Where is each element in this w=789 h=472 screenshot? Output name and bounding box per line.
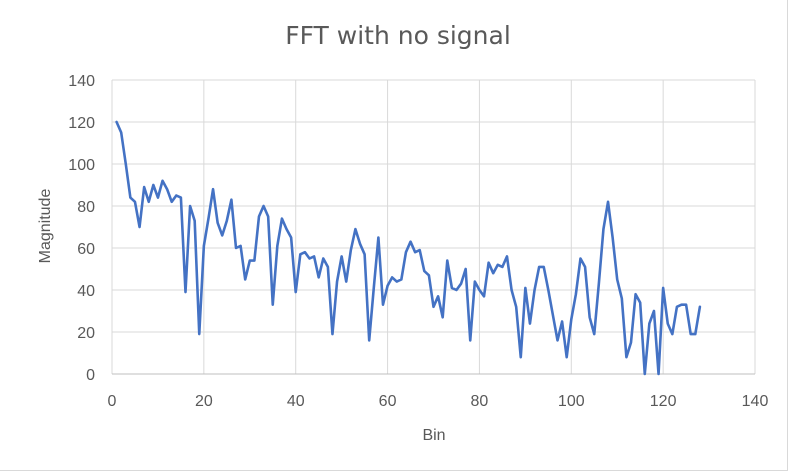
y-tick-labels: 0 20 40 60 80 100 120 140	[68, 73, 95, 384]
y-axis-title: Magnitude	[37, 189, 54, 264]
y-tick-label: 140	[68, 73, 95, 90]
x-tick-label: 80	[471, 393, 489, 410]
y-tick-label: 40	[77, 283, 95, 300]
y-tick-label: 80	[77, 199, 95, 216]
y-tick-label: 0	[86, 367, 95, 384]
gridlines	[112, 79, 756, 374]
chart-title: FFT with no signal	[285, 21, 511, 50]
axis-lines	[111, 80, 755, 375]
series-line	[115, 120, 702, 376]
x-tick-labels: 0 20 40 60 80 100 120 140	[108, 393, 769, 410]
y-tick-label: 120	[68, 115, 95, 132]
x-tick-label: 120	[650, 393, 677, 410]
x-axis-title: Bin	[422, 427, 445, 444]
x-tick-label: 140	[742, 393, 769, 410]
x-tick-label: 60	[379, 393, 397, 410]
x-tick-label: 100	[558, 393, 585, 410]
y-tick-label: 60	[77, 241, 95, 258]
x-tick-label: 40	[287, 393, 305, 410]
series-layer	[115, 120, 702, 376]
y-tick-label: 100	[68, 157, 95, 174]
y-tick-label: 20	[77, 325, 95, 342]
x-tick-label: 20	[195, 393, 213, 410]
x-tick-label: 0	[108, 393, 117, 410]
